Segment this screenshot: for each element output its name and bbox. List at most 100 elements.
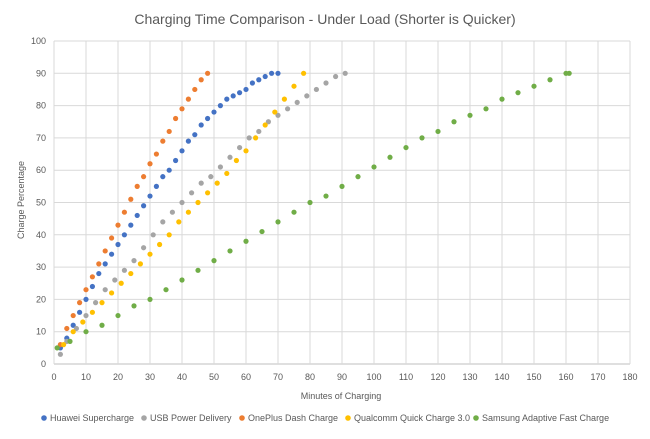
- data-point: [237, 144, 243, 151]
- data-point: [57, 351, 64, 357]
- data-point: [256, 128, 262, 135]
- data-point: [147, 161, 153, 167]
- data-point: [141, 174, 147, 180]
- data-point: [205, 115, 211, 122]
- data-point: [275, 112, 281, 118]
- legend-label: Huawei Supercharge: [50, 413, 134, 423]
- legend-label: Samsung Adaptive Fast Charge: [482, 413, 609, 423]
- data-point: [435, 128, 441, 135]
- data-point: [89, 309, 95, 315]
- data-point: [419, 135, 425, 141]
- data-point: [121, 209, 127, 215]
- data-point: [166, 128, 172, 135]
- legend-label: OnePlus Dash Charge: [248, 413, 338, 423]
- data-point: [483, 106, 489, 112]
- data-point: [262, 73, 268, 80]
- data-point: [83, 312, 89, 319]
- series-qualcomm-quick-charge-3-0: [61, 70, 307, 348]
- data-point: [89, 283, 95, 290]
- data-point: [109, 235, 115, 241]
- data-point: [355, 174, 361, 180]
- data-point: [61, 342, 67, 348]
- data-point: [83, 287, 89, 293]
- data-point: [262, 122, 268, 128]
- data-point: [339, 183, 345, 189]
- data-point: [185, 96, 191, 102]
- data-point: [214, 180, 220, 186]
- series-samsung-adaptive-fast-charge: [54, 70, 572, 351]
- x-tick-label: 170: [590, 372, 605, 382]
- series-usb-power-delivery: [57, 70, 348, 357]
- data-point: [333, 73, 339, 80]
- series-huawei-supercharge: [57, 70, 281, 351]
- data-point: [387, 154, 393, 160]
- data-point: [291, 209, 297, 215]
- data-point: [160, 138, 166, 144]
- y-tick-label: 0: [41, 359, 46, 369]
- x-tick-label: 50: [209, 372, 219, 382]
- y-tick-label: 30: [36, 262, 46, 272]
- data-point: [147, 251, 153, 257]
- data-point: [128, 222, 134, 228]
- data-point: [179, 277, 185, 283]
- data-point: [192, 86, 198, 93]
- data-point: [259, 228, 265, 235]
- legend-marker: [41, 415, 47, 421]
- legend-label: Qualcomm Quick Charge 3.0: [354, 413, 470, 423]
- data-point: [109, 251, 115, 257]
- data-point: [166, 167, 172, 173]
- data-point: [115, 222, 121, 228]
- x-tick-label: 10: [81, 372, 91, 382]
- data-point: [160, 174, 166, 180]
- data-point: [198, 180, 204, 186]
- data-point: [64, 325, 70, 332]
- data-point: [217, 164, 223, 170]
- x-tick-label: 130: [462, 372, 477, 382]
- data-point: [253, 135, 259, 141]
- data-point: [323, 193, 329, 199]
- legend-marker: [345, 415, 351, 421]
- data-point: [70, 329, 76, 335]
- data-point: [112, 277, 118, 283]
- data-point: [249, 80, 255, 86]
- data-point: [243, 86, 249, 93]
- data-point: [281, 96, 287, 102]
- data-point: [96, 270, 102, 277]
- data-point: [131, 303, 137, 309]
- data-point: [83, 296, 89, 302]
- data-point: [121, 232, 127, 238]
- data-point: [499, 96, 505, 102]
- legend-marker: [141, 415, 147, 421]
- x-tick-label: 110: [399, 372, 413, 382]
- y-tick-label: 20: [36, 294, 46, 304]
- data-point: [224, 170, 230, 177]
- data-point: [451, 119, 457, 125]
- y-tick-label: 10: [36, 327, 46, 337]
- x-tick-label: 70: [273, 372, 283, 382]
- data-point: [233, 157, 239, 164]
- x-tick-label: 100: [366, 372, 381, 382]
- x-tick-label: 40: [177, 372, 187, 382]
- data-point: [185, 138, 191, 144]
- data-point: [153, 183, 159, 189]
- x-tick-label: 140: [494, 372, 509, 382]
- data-point: [307, 199, 313, 206]
- data-point: [102, 248, 108, 254]
- x-tick-label: 0: [51, 372, 56, 382]
- data-point: [237, 90, 243, 96]
- y-tick-label: 40: [36, 230, 46, 240]
- x-tick-label: 150: [526, 372, 541, 382]
- data-point: [141, 245, 147, 251]
- data-point: [134, 212, 140, 219]
- data-point: [77, 300, 83, 306]
- data-point: [294, 99, 300, 105]
- data-point: [160, 219, 166, 225]
- x-tick-label: 20: [113, 372, 123, 382]
- data-point: [243, 238, 249, 244]
- data-point: [109, 290, 115, 296]
- data-point: [67, 338, 73, 344]
- data-point: [275, 70, 281, 76]
- data-point: [217, 103, 223, 109]
- x-axis-title: Minutes of Charging: [301, 391, 382, 401]
- data-point: [291, 83, 297, 89]
